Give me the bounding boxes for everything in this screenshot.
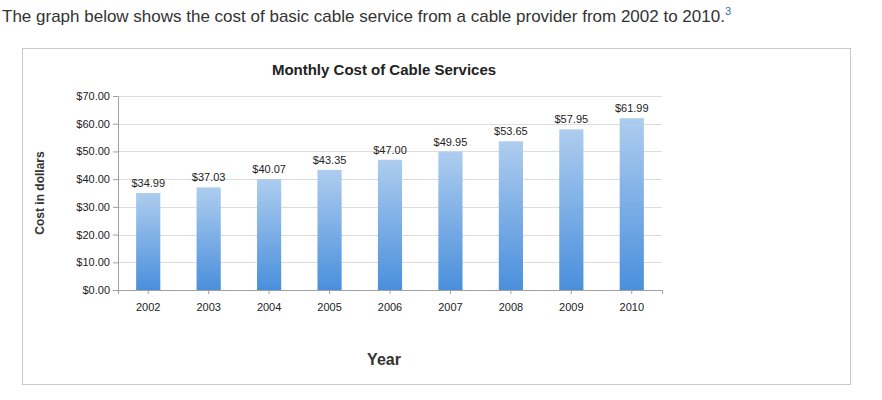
y-tick-label: $0.00 bbox=[82, 284, 110, 296]
x-tick-label: 2004 bbox=[257, 301, 281, 313]
x-tick-label: 2002 bbox=[136, 301, 160, 313]
x-tick-mark bbox=[450, 290, 451, 294]
y-tick-mark bbox=[113, 179, 118, 180]
x-tick-label: 2006 bbox=[378, 301, 402, 313]
y-axis-line bbox=[113, 97, 119, 291]
x-tick: 2006 bbox=[378, 290, 402, 313]
y-tick: $60.00 bbox=[76, 118, 118, 130]
y-axis-title: Cost in dollars bbox=[33, 151, 47, 235]
y-tick: $40.00 bbox=[76, 173, 118, 185]
x-axis-line bbox=[119, 291, 663, 295]
y-tick-mark bbox=[113, 151, 118, 152]
data-label: $37.03 bbox=[192, 171, 226, 183]
x-tick-label: 2009 bbox=[559, 301, 583, 313]
x-tick: 2010 bbox=[620, 290, 644, 313]
chart-svg: The graph below shows the cost of basic … bbox=[0, 0, 882, 400]
grid-line bbox=[118, 96, 662, 97]
data-label: $61.99 bbox=[615, 102, 649, 114]
bar bbox=[438, 152, 462, 290]
data-label: $43.35 bbox=[313, 154, 347, 166]
data-label: $53.65 bbox=[494, 125, 528, 137]
y-tick: $0.00 bbox=[82, 284, 118, 296]
x-axis-title: Year bbox=[367, 351, 401, 368]
x-tick-mark bbox=[571, 290, 572, 294]
y-tick-mark bbox=[113, 124, 118, 125]
y-tick-mark bbox=[113, 207, 118, 208]
data-label: $40.07 bbox=[252, 163, 286, 175]
y-axis: $0.00 $10.00 $20.00 $30.00 $40.00 $50.00 $60.0… bbox=[76, 90, 118, 296]
bar bbox=[136, 193, 160, 290]
x-tick-mark bbox=[631, 290, 632, 294]
data-label: $49.95 bbox=[434, 136, 468, 148]
y-tick-mark bbox=[113, 96, 118, 97]
bar bbox=[317, 170, 341, 290]
y-tick-mark bbox=[113, 262, 118, 263]
x-tick-mark bbox=[510, 290, 511, 294]
x-tick-mark bbox=[269, 290, 270, 294]
bar bbox=[559, 129, 583, 290]
footnote-marker: 3 bbox=[725, 5, 731, 17]
y-tick-mark bbox=[113, 290, 118, 291]
data-labels: $34.99 $37.03 $40.07 $43.35 $47.00 $49.95 $53.… bbox=[131, 102, 648, 189]
bar bbox=[257, 179, 281, 290]
x-tick-mark bbox=[329, 290, 330, 294]
x-tick-mark bbox=[390, 290, 391, 294]
y-tick-label: $40.00 bbox=[76, 173, 110, 185]
bar bbox=[197, 187, 221, 290]
y-tick-label: $70.00 bbox=[76, 90, 110, 102]
heading-text: The graph below shows the cost of basic … bbox=[2, 7, 725, 26]
x-tick-label: 2008 bbox=[499, 301, 523, 313]
data-label: $47.00 bbox=[373, 144, 407, 156]
y-tick-label: $60.00 bbox=[76, 118, 110, 130]
x-tick: 2007 bbox=[438, 290, 462, 313]
x-tick-mark bbox=[148, 290, 149, 294]
y-tick-label: $20.00 bbox=[76, 229, 110, 241]
y-tick: $20.00 bbox=[76, 229, 118, 241]
y-tick: $10.00 bbox=[76, 256, 118, 268]
y-tick-label: $30.00 bbox=[76, 201, 110, 213]
x-tick-label: 2007 bbox=[438, 301, 462, 313]
grid bbox=[118, 97, 662, 291]
y-tick: $30.00 bbox=[76, 201, 118, 213]
x-tick-label: 2010 bbox=[620, 301, 644, 313]
x-axis: 2002 2003 2004 2005 2006 2007 2008 2009 2010 bbox=[119, 290, 663, 313]
y-tick: $50.00 bbox=[76, 145, 118, 157]
x-tick: 2009 bbox=[559, 290, 583, 313]
y-tick-label: $10.00 bbox=[76, 256, 110, 268]
bar bbox=[620, 118, 644, 290]
x-tick-mark bbox=[208, 290, 209, 294]
bars bbox=[136, 118, 644, 290]
x-tick-label: 2003 bbox=[196, 301, 220, 313]
bar bbox=[378, 160, 402, 290]
chart-title: Monthly Cost of Cable Services bbox=[272, 61, 496, 78]
y-tick: $70.00 bbox=[76, 90, 118, 102]
x-tick: 2003 bbox=[196, 290, 220, 313]
chart-frame bbox=[23, 49, 851, 385]
x-tick: 2005 bbox=[317, 290, 341, 313]
x-tick-label: 2005 bbox=[317, 301, 341, 313]
x-tick: 2002 bbox=[136, 290, 160, 313]
data-label: $57.95 bbox=[555, 113, 589, 125]
x-tick: 2004 bbox=[257, 290, 281, 313]
heading: The graph below shows the cost of basic … bbox=[2, 5, 731, 26]
data-label: $34.99 bbox=[131, 177, 165, 189]
y-tick-label: $50.00 bbox=[76, 145, 110, 157]
y-tick-mark bbox=[113, 235, 118, 236]
x-tick: 2008 bbox=[499, 290, 523, 313]
bar bbox=[499, 141, 523, 290]
